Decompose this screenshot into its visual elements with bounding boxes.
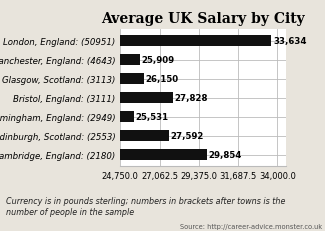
Text: 33,634: 33,634 xyxy=(273,37,306,46)
Text: 27,828: 27,828 xyxy=(174,94,208,103)
Text: 27,592: 27,592 xyxy=(170,131,204,140)
Bar xyxy=(120,36,271,47)
Text: 25,909: 25,909 xyxy=(142,56,175,65)
Title: Average UK Salary by City: Average UK Salary by City xyxy=(101,12,305,26)
Bar xyxy=(120,112,134,122)
Bar xyxy=(120,150,207,160)
Text: Source: http://career-advice.monster.co.uk: Source: http://career-advice.monster.co.… xyxy=(180,223,322,229)
Text: 25,531: 25,531 xyxy=(135,112,168,122)
Text: 29,854: 29,854 xyxy=(209,150,242,159)
Bar xyxy=(120,93,173,103)
Bar xyxy=(120,131,169,141)
Bar xyxy=(120,74,144,85)
Text: Currency is in pounds sterling; numbers in brackets after towns is the
number of: Currency is in pounds sterling; numbers … xyxy=(6,196,286,216)
Bar xyxy=(120,55,140,66)
Text: 26,150: 26,150 xyxy=(146,75,179,84)
